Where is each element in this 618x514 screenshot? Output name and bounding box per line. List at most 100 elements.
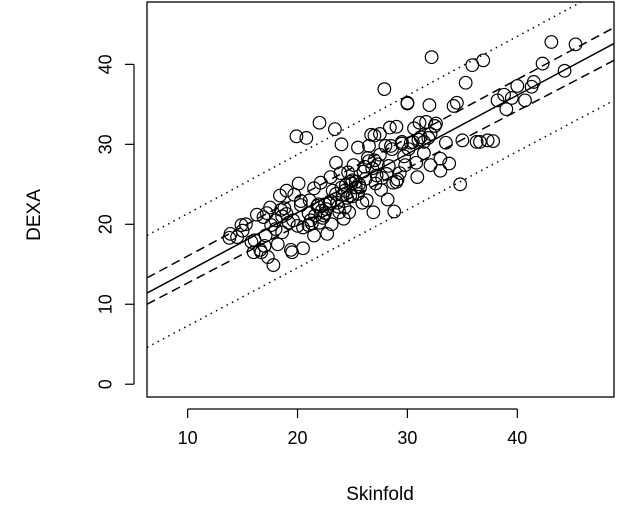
data-point [336,211,351,226]
data-point [419,115,434,129]
dashed-line-2 [147,26,614,279]
data-point [352,177,366,192]
data-point [381,159,396,173]
y-tick-label: 0 [95,379,115,389]
x-axis: 10 20 30 40 [178,408,527,448]
data-point [351,140,365,155]
data-point [303,213,318,228]
data-point [438,135,453,150]
data-point [235,223,250,238]
data-point [424,50,439,65]
data-point [390,172,405,187]
data-point [279,183,294,198]
data-point [311,197,326,212]
data-point [289,129,304,144]
data-point [343,188,358,203]
data-point [314,203,329,218]
data-point [293,198,308,212]
data-point [334,137,349,152]
data-point [386,175,401,190]
data-point [417,146,431,161]
data-point [337,200,352,215]
data-point [246,245,261,260]
data-point [423,158,438,173]
data-point [257,238,272,253]
data-point [290,218,305,233]
data-point [379,167,394,181]
data-point [360,151,375,165]
data-point [266,258,281,272]
data-point [373,127,387,141]
data-point [557,63,572,78]
data-point [333,166,348,181]
data-point [222,230,237,245]
data-point [387,204,402,219]
data-point [410,170,425,185]
data-point [366,205,381,220]
data-point [413,130,428,145]
x-tick-label: 10 [178,428,198,448]
data-point [259,206,274,220]
data-point [270,237,285,252]
data-point [264,218,279,232]
data-point [499,102,514,117]
data-point [382,120,397,135]
data-point [320,226,335,241]
data-point [275,225,290,240]
data-point [367,153,382,168]
data-point [327,122,342,137]
data-point [449,95,464,110]
data-point [296,241,310,256]
data-point [330,195,344,210]
data-point [351,187,365,201]
data-point [380,192,395,207]
data-point [384,139,398,153]
plot-frame [146,1,615,398]
data-point [389,119,404,134]
data-point [568,37,583,52]
y-tick-label: 30 [95,134,115,154]
y-tick-label: 10 [95,294,115,314]
dashed-line-3 [147,59,614,305]
data-point [397,149,412,164]
data-point [433,163,448,178]
y-axis: 0 10 20 30 40 [95,54,135,389]
data-point [497,87,512,102]
x-tick-label: 40 [507,428,527,448]
data-point [299,131,314,145]
data-point [510,79,525,93]
data-point [400,96,415,111]
data-point [409,155,424,170]
data-point [486,134,501,149]
data-point [359,193,374,208]
data-point [398,158,413,173]
data-point [412,115,427,130]
data-point [234,218,249,232]
data-point [427,119,442,133]
data-point [268,222,283,236]
data-layer [147,2,614,349]
data-point [367,128,382,143]
data-point [378,139,393,153]
data-point [346,158,361,173]
data-point [275,209,290,224]
dotted-line-5 [147,99,614,349]
data-point [307,228,321,243]
data-point [473,135,487,149]
data-point [469,135,484,149]
data-point [455,133,470,148]
data-point [458,75,473,90]
data-point [476,53,491,68]
data-point [518,93,532,108]
solid-line-1 [147,42,614,294]
x-tick-label: 30 [397,428,417,448]
data-point [442,156,457,171]
data-point [422,98,437,113]
data-point [287,187,302,202]
data-point [446,99,461,113]
data-point [374,183,388,197]
y-axis-title: DEXA [24,189,45,241]
data-point [249,207,264,222]
data-point [433,151,448,166]
